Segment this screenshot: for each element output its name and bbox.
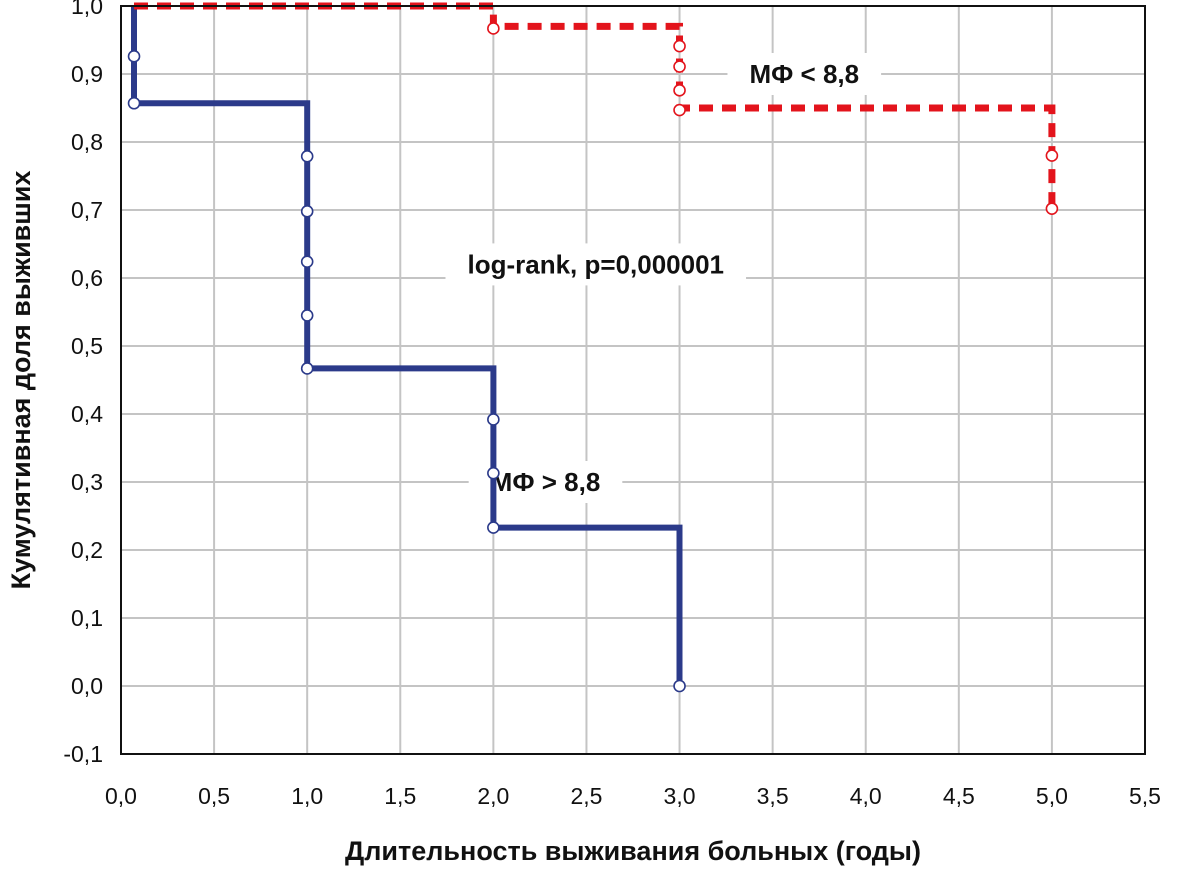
x-tick-label: 1,0 <box>291 783 323 809</box>
y-tick-label: -0,1 <box>63 741 103 767</box>
series-line <box>131 6 683 686</box>
censor-mark <box>1045 149 1059 162</box>
annotation-label: МФ < 8,8 <box>749 59 859 89</box>
grid-lines <box>121 6 1145 754</box>
y-tick-label: 0,8 <box>71 129 103 155</box>
censor-mark <box>127 50 141 63</box>
censor-mark <box>300 149 314 163</box>
censor-mark <box>487 413 500 426</box>
x-tick-label: 4,5 <box>943 783 975 809</box>
x-tick-label: 1,5 <box>384 783 416 809</box>
x-tick-label: 2,0 <box>477 783 509 809</box>
y-tick-label: 0,6 <box>71 265 103 291</box>
x-tick-label: 0,0 <box>105 783 137 809</box>
series-line <box>134 2 1056 209</box>
x-tick-label: 4,0 <box>850 783 882 809</box>
y-tick-label: 0,9 <box>71 61 103 87</box>
x-tick-label: 2,5 <box>570 783 602 809</box>
censor-mark <box>487 22 500 35</box>
x-tick-label: 5,0 <box>1036 783 1068 809</box>
y-axis-title: Кумулятивная доля выживших <box>6 171 36 590</box>
y-tick-label: 0,3 <box>71 469 103 495</box>
annotation-background <box>727 53 882 95</box>
annotation-label: log-rank, p=0,000001 <box>467 249 724 279</box>
censor-mark <box>487 466 500 480</box>
x-tick-label: 0,5 <box>198 783 230 809</box>
y-tick-label: 1,0 <box>71 0 103 19</box>
censor-mark <box>127 96 141 110</box>
plot-frame <box>120 5 1146 755</box>
censor-mark <box>300 309 314 322</box>
annotations: МФ < 8,8 log-rank, p=0,000001 МФ > 8,8 <box>445 53 882 503</box>
y-tick-label: 0,4 <box>71 401 103 427</box>
censor-mark <box>673 84 686 97</box>
annotation-label: МФ > 8,8 <box>491 467 601 497</box>
y-tick-label: 0,2 <box>71 537 103 563</box>
x-axis-title: Длительность выживания больных (годы) <box>345 836 921 866</box>
censor-mark <box>673 60 686 73</box>
y-tick-label: 0,0 <box>71 673 103 699</box>
y-tick-label: 0,7 <box>71 197 103 223</box>
y-tick-labels: -0,1 0,0 0,1 0,2 0,3 0,4 0,5 0,6 0,7 0,8 0,9 1,0 <box>63 0 103 767</box>
y-tick-label: 0,1 <box>71 605 103 631</box>
censor-mark <box>673 679 686 693</box>
x-tick-label: 5,5 <box>1129 783 1161 809</box>
censor-mark <box>300 255 314 268</box>
censor-mark <box>1045 202 1059 215</box>
annotation-background <box>445 243 747 286</box>
x-tick-label: 3,0 <box>664 783 696 809</box>
y-tick-label: 0,5 <box>71 333 103 359</box>
x-tick-labels: 0,0 0,5 1,0 1,5 2,0 2,5 3,0 3,5 4,0 4,5 5,0 5,5 <box>105 783 1161 809</box>
censor-mark <box>673 39 686 53</box>
censor-mark <box>300 362 314 375</box>
censor-mark <box>487 521 500 534</box>
censor-mark <box>673 103 686 117</box>
censor-mark <box>300 205 314 218</box>
series-layer <box>127 2 1059 693</box>
x-tick-label: 3,5 <box>757 783 789 809</box>
